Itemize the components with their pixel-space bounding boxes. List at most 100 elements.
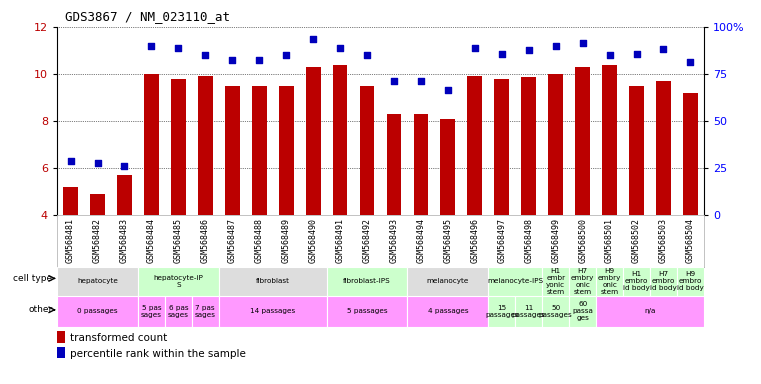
Point	[603, 52, 616, 58]
Text: H9
embry
onic
stem: H9 embry onic stem	[598, 268, 621, 295]
Bar	[144, 74, 159, 215]
Bar	[677, 267, 704, 296]
Bar	[467, 76, 482, 215]
Text: GSM568495: GSM568495	[444, 218, 452, 263]
Point	[145, 43, 158, 49]
Bar	[515, 296, 543, 327]
Text: GSM568488: GSM568488	[255, 218, 264, 263]
Bar	[629, 86, 644, 215]
Text: GSM568498: GSM568498	[524, 218, 533, 263]
Bar	[224, 86, 240, 215]
Text: GSM568494: GSM568494	[416, 218, 425, 263]
Bar	[650, 267, 677, 296]
Bar	[548, 74, 563, 215]
Bar	[219, 267, 326, 296]
Bar	[117, 175, 132, 215]
Point	[226, 57, 238, 63]
Bar	[63, 187, 78, 215]
Text: n/a: n/a	[645, 308, 656, 314]
Bar	[569, 267, 596, 296]
Text: melanocyte: melanocyte	[427, 278, 469, 284]
Bar	[407, 296, 489, 327]
Point	[65, 158, 77, 164]
Point	[119, 162, 131, 169]
Point	[658, 46, 670, 52]
Text: fibroblast: fibroblast	[256, 278, 290, 284]
Text: GSM568504: GSM568504	[686, 218, 695, 263]
Bar	[57, 267, 138, 296]
Bar	[489, 267, 542, 296]
Text: GSM568496: GSM568496	[470, 218, 479, 263]
Bar	[543, 267, 569, 296]
Bar	[198, 76, 213, 215]
Text: H9
embro
id body: H9 embro id body	[677, 271, 704, 291]
Point	[388, 78, 400, 84]
Point	[415, 78, 427, 84]
Point	[495, 51, 508, 57]
Bar	[252, 86, 266, 215]
Point	[172, 45, 184, 51]
Bar	[138, 296, 165, 327]
Text: H7
embry
onic
stem: H7 embry onic stem	[571, 268, 594, 295]
Point	[334, 45, 346, 51]
Point	[280, 52, 292, 58]
Text: GSM568481: GSM568481	[66, 218, 75, 263]
Text: GSM568485: GSM568485	[174, 218, 183, 263]
Bar	[596, 267, 623, 296]
Point	[253, 57, 266, 63]
Bar	[569, 296, 596, 327]
Bar	[90, 194, 105, 215]
Text: H1
embr
yonic
stem: H1 embr yonic stem	[546, 268, 565, 295]
Text: GSM568502: GSM568502	[632, 218, 641, 263]
Text: GSM568501: GSM568501	[605, 218, 614, 263]
Point	[577, 40, 589, 46]
Bar	[192, 296, 219, 327]
Point	[523, 47, 535, 53]
Bar	[333, 65, 348, 215]
Text: 0 passages: 0 passages	[77, 308, 118, 314]
Text: 60
passa
ges: 60 passa ges	[572, 301, 593, 321]
Bar	[171, 79, 186, 215]
Bar	[138, 267, 219, 296]
Bar	[326, 267, 407, 296]
Point	[91, 160, 103, 166]
Bar	[57, 296, 138, 327]
Point	[549, 43, 562, 49]
Bar	[441, 119, 455, 215]
Bar	[219, 296, 326, 327]
Bar	[279, 86, 294, 215]
Text: GSM568486: GSM568486	[201, 218, 210, 263]
Bar	[360, 86, 374, 215]
Text: 6 pas
sages: 6 pas sages	[168, 305, 189, 318]
Text: melanocyte-IPS: melanocyte-IPS	[487, 278, 543, 284]
Bar	[656, 81, 671, 215]
Point	[684, 59, 696, 65]
Text: GSM568500: GSM568500	[578, 218, 587, 263]
Point	[199, 52, 212, 58]
Text: 11
passages: 11 passages	[512, 305, 546, 318]
Text: GSM568503: GSM568503	[659, 218, 668, 263]
Text: percentile rank within the sample: percentile rank within the sample	[70, 349, 246, 359]
Bar	[596, 296, 704, 327]
Point	[307, 36, 319, 42]
Text: GSM568493: GSM568493	[390, 218, 399, 263]
Text: GDS3867 / NM_023110_at: GDS3867 / NM_023110_at	[65, 10, 230, 23]
Bar	[623, 267, 650, 296]
Bar	[57, 347, 65, 359]
Text: GSM568497: GSM568497	[497, 218, 506, 263]
Text: GSM568490: GSM568490	[309, 218, 317, 263]
Point	[630, 51, 642, 57]
Point	[361, 52, 373, 58]
Text: fibroblast-IPS: fibroblast-IPS	[343, 278, 391, 284]
Bar	[575, 67, 590, 215]
Text: 14 passages: 14 passages	[250, 308, 295, 314]
Text: GSM568492: GSM568492	[362, 218, 371, 263]
Point	[442, 87, 454, 93]
Text: H1
embro
id body: H1 embro id body	[623, 271, 650, 291]
Text: 7 pas
sages: 7 pas sages	[195, 305, 216, 318]
Text: 4 passages: 4 passages	[428, 308, 468, 314]
Bar	[413, 114, 428, 215]
Bar	[326, 296, 407, 327]
Text: cell type: cell type	[14, 274, 53, 283]
Bar	[489, 296, 515, 327]
